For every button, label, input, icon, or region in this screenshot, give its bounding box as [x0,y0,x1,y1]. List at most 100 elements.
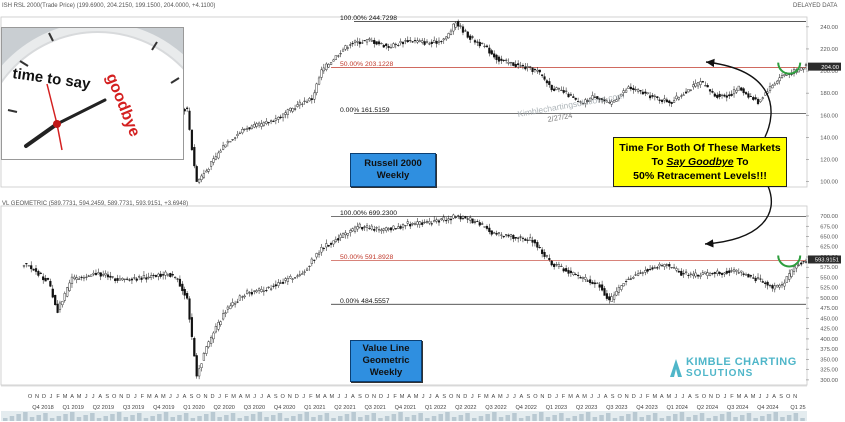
candle-body [574,97,577,100]
candle-body [713,272,716,274]
candle-body [267,286,270,288]
candle-body [118,278,122,281]
candle-body [752,277,755,279]
candle [639,269,642,275]
x-month-label: N [203,394,207,400]
x-month-label: M [582,394,587,400]
candle [704,271,707,275]
volume-bar [183,413,189,421]
candle [744,91,748,95]
candle-body [150,275,153,278]
x-month-label: F [141,394,145,400]
candle [382,43,385,49]
candle-body [186,293,189,299]
candle-body [274,284,277,287]
fib-level-label: 50.00% 591.8928 [340,254,394,261]
candle [711,272,714,276]
candle-body [711,273,714,275]
candle-body [572,271,575,275]
candle-body [236,134,239,137]
candle-body [756,277,760,279]
candle [236,130,239,139]
candle [380,227,383,234]
candle [526,63,529,72]
candle-body [277,282,280,286]
candle-body [212,158,215,163]
x-month-label: M [568,394,573,400]
candle [373,225,376,233]
candle [567,267,570,277]
candle [507,58,510,66]
candle-body [454,216,457,218]
candle-body [202,173,206,178]
candle-body [260,289,263,292]
candle-body [154,275,158,277]
candle [154,274,158,278]
volume-bar [110,414,115,421]
candle [768,283,772,288]
candle [248,290,251,297]
y-tick-label: 675.00 [820,224,838,230]
x-month-label: J [302,394,305,400]
candle-body [236,301,239,303]
y-tick-label: 650.00 [820,235,838,241]
y-tick-label: 450.00 [820,316,838,322]
volume-bar [652,413,658,421]
candle-body [641,272,644,274]
x-month-label: A [183,394,187,400]
candle [128,278,131,282]
candle [584,97,587,108]
candle [581,276,585,283]
candle-body [555,264,558,266]
volume-bar [418,413,423,421]
candle-body [308,265,311,267]
volume-bar [237,418,242,421]
candle [800,261,803,267]
volume-bar [425,418,430,421]
candle [663,94,666,104]
candle-body [442,216,445,221]
candle [260,286,263,293]
candle-body [46,277,50,280]
candle-body [296,104,299,107]
candle-body [257,288,261,291]
candle [193,144,196,169]
volume-bar [170,417,175,421]
volume-bar [733,417,738,421]
candle [632,275,635,280]
candle-body [162,274,165,276]
volume-bar [257,412,263,421]
candle [692,80,695,90]
y-tick-label: 325.00 [820,368,838,374]
x-month-label: S [105,394,109,400]
candle [46,277,50,281]
volume-bar [572,416,577,421]
y-tick-label: 200.00 [820,69,838,75]
x-month-label: S [779,394,783,400]
candle-body [744,274,748,276]
candle [466,216,469,224]
candle [557,87,561,93]
candle [742,87,745,96]
candle-body [449,30,453,36]
candle [272,119,275,123]
y-tick-label: 575.00 [820,265,838,271]
candle [603,96,606,105]
candle-body [627,86,630,89]
candle-body [411,223,414,225]
x-month-label: J [134,394,137,400]
candle [332,58,335,62]
candle [754,275,757,284]
volume-bar [371,413,376,421]
candle [718,90,721,100]
candle [437,218,441,226]
candle [42,273,45,284]
volume-bar [431,416,437,421]
candle [586,278,589,282]
candle-body [301,103,304,105]
candle [620,93,623,97]
candle [586,98,589,105]
candle-body [742,88,745,94]
candle [732,267,736,274]
candle-body [241,129,244,134]
